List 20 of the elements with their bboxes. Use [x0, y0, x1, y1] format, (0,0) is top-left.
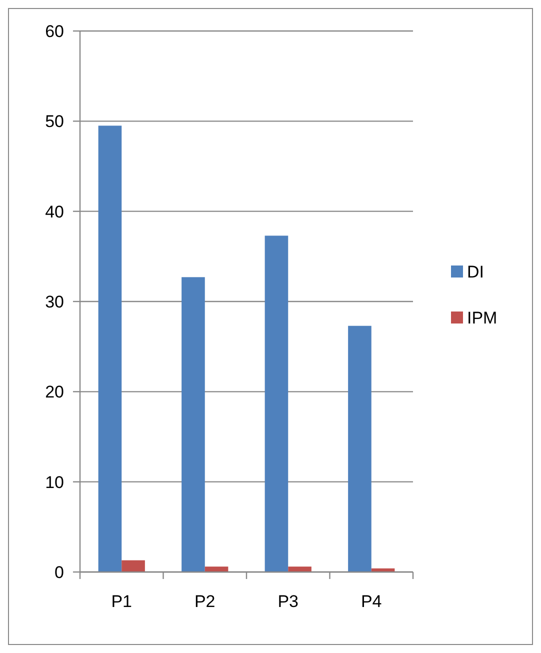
bar	[122, 560, 145, 572]
legend-label: IPM	[467, 308, 498, 328]
x-tick-label: P4	[360, 592, 382, 611]
x-tick-label: P2	[194, 592, 216, 611]
y-tick-label: 10	[45, 472, 64, 492]
legend-label: DI	[467, 262, 484, 282]
y-tick-label: 40	[45, 202, 64, 222]
bar	[98, 126, 122, 572]
y-tick-label: 30	[45, 292, 64, 312]
y-tick-label: 50	[45, 112, 64, 132]
bar	[264, 236, 288, 572]
bar	[288, 566, 312, 572]
y-tick-label: 60	[45, 22, 64, 41]
y-tick-label: 0	[54, 562, 64, 582]
bar	[348, 326, 372, 572]
y-tick-label: 20	[45, 382, 64, 402]
bar	[182, 277, 205, 572]
x-tick-label: P1	[111, 592, 132, 611]
bar	[204, 566, 228, 572]
x-tick-label: P3	[278, 592, 299, 611]
